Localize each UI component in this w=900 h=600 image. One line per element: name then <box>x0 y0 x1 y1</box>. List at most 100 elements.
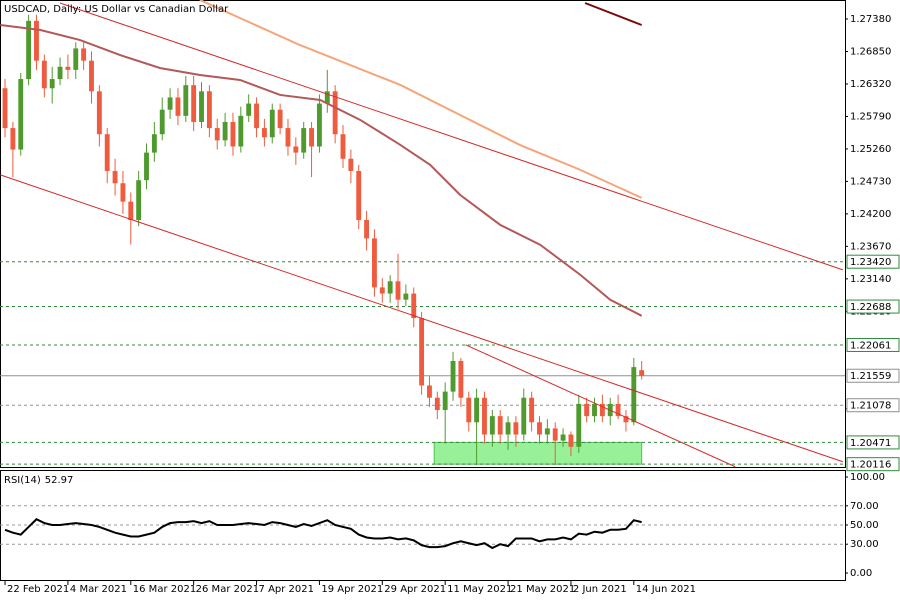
candle-body <box>497 416 503 435</box>
candle-body <box>379 287 385 294</box>
candle-body <box>505 422 511 435</box>
candle-body <box>238 115 244 147</box>
candle-body <box>419 318 425 386</box>
candle-body <box>411 293 417 319</box>
candle-body <box>301 128 307 153</box>
plot-area <box>0 0 845 467</box>
candle-body <box>395 281 401 300</box>
candle-body <box>112 170 118 184</box>
candle-body <box>159 109 165 135</box>
x-tick-label: 4 Mar 2021 <box>70 584 127 595</box>
candle-body <box>489 416 495 435</box>
candle-body <box>254 103 259 129</box>
level-label: 1.21078 <box>850 401 891 412</box>
candle-body <box>120 183 126 202</box>
overlay-line <box>584 2 643 26</box>
candle-body <box>96 91 102 135</box>
candle-body <box>136 180 142 221</box>
candle-body <box>261 128 267 138</box>
overlay-line <box>59 2 844 271</box>
x-tick-label: 16 Mar 2021 <box>133 584 196 595</box>
candle-body <box>246 103 252 116</box>
candle-body <box>450 360 456 392</box>
candle-body <box>560 434 566 441</box>
x-tick-label: 26 Mar 2021 <box>196 584 259 595</box>
support-zone <box>433 441 643 465</box>
candle-body <box>474 397 480 423</box>
candle-body <box>513 422 519 435</box>
candle-body <box>356 170 362 221</box>
candle-body <box>18 79 24 150</box>
candle-body <box>340 134 346 159</box>
level-label-box <box>846 435 900 450</box>
y-tick-label: 1.26320 <box>850 79 891 90</box>
x-tick-label: 29 Apr 2021 <box>384 584 446 595</box>
candle-body <box>427 385 432 398</box>
y-tick-label: 1.23670 <box>850 241 891 252</box>
candle-body <box>482 397 487 435</box>
candle-body <box>128 201 134 221</box>
candle-body <box>521 397 527 435</box>
level-label-box <box>846 299 900 314</box>
candle-body <box>277 109 283 129</box>
candle-body <box>434 397 440 411</box>
candle-body <box>592 403 597 417</box>
candle-body <box>348 158 354 171</box>
level-label: 1.23420 <box>850 257 891 268</box>
x-tick-label: 7 Apr 2021 <box>259 584 314 595</box>
candle-body <box>442 391 448 411</box>
candle-body <box>104 134 110 171</box>
candle-body <box>324 91 330 104</box>
candle-body <box>529 397 535 423</box>
candle-body <box>309 128 314 147</box>
x-tick-label: 21 May 2021 <box>510 584 575 595</box>
level-label: 1.22061 <box>850 340 891 351</box>
candle-body <box>65 66 71 70</box>
chart-title: USDCAD, Daily: US Dollar vs Canadian Dol… <box>4 4 229 15</box>
indicator-title: RSI(14) <box>4 475 41 486</box>
y-tick-label: 1.25260 <box>850 144 891 155</box>
candle-body <box>387 281 393 294</box>
candle-body <box>599 403 605 417</box>
candle-body <box>552 428 558 441</box>
level-label-box <box>846 398 900 413</box>
candle-body <box>466 397 472 423</box>
candle-body <box>537 422 542 435</box>
candle-body <box>316 103 322 147</box>
y-tick-label: 1.24200 <box>850 209 891 220</box>
level-label-box <box>846 337 900 352</box>
overlay-line <box>0 24 643 317</box>
candle-body <box>623 416 629 423</box>
overlay-line <box>0 174 844 463</box>
candle-body <box>332 91 338 135</box>
y-tick-label: 30.00 <box>850 539 879 550</box>
candle-body <box>458 360 464 398</box>
candle-body <box>49 79 55 89</box>
y-tick-label: 70.00 <box>850 501 879 512</box>
y-tick-label: 1.23140 <box>850 274 891 285</box>
candle-body <box>26 20 32 80</box>
level-label: 1.20116 <box>850 460 891 471</box>
indicator-value: 52.97 <box>45 475 74 486</box>
candle-body <box>199 91 204 122</box>
overlay-line <box>465 344 736 467</box>
candle-body <box>222 121 228 141</box>
x-tick-label: 11 May 2021 <box>447 584 512 595</box>
y-tick-label: 100.00 <box>850 472 885 483</box>
candle-body <box>584 403 590 417</box>
y-tick-label: 1.24730 <box>850 176 891 187</box>
candle-body <box>576 403 582 447</box>
candle-body <box>10 128 16 150</box>
level-label: 1.20471 <box>850 438 891 449</box>
candle-body <box>372 238 377 288</box>
level-label-box <box>846 457 900 472</box>
y-tick-label: 1.26850 <box>850 46 891 57</box>
candle-body <box>364 220 370 239</box>
candle-body <box>144 152 149 181</box>
candle-body <box>167 97 173 110</box>
candle-body <box>57 66 63 80</box>
level-label-box <box>846 254 900 269</box>
candle-body <box>2 88 8 129</box>
candle-body <box>214 128 220 141</box>
